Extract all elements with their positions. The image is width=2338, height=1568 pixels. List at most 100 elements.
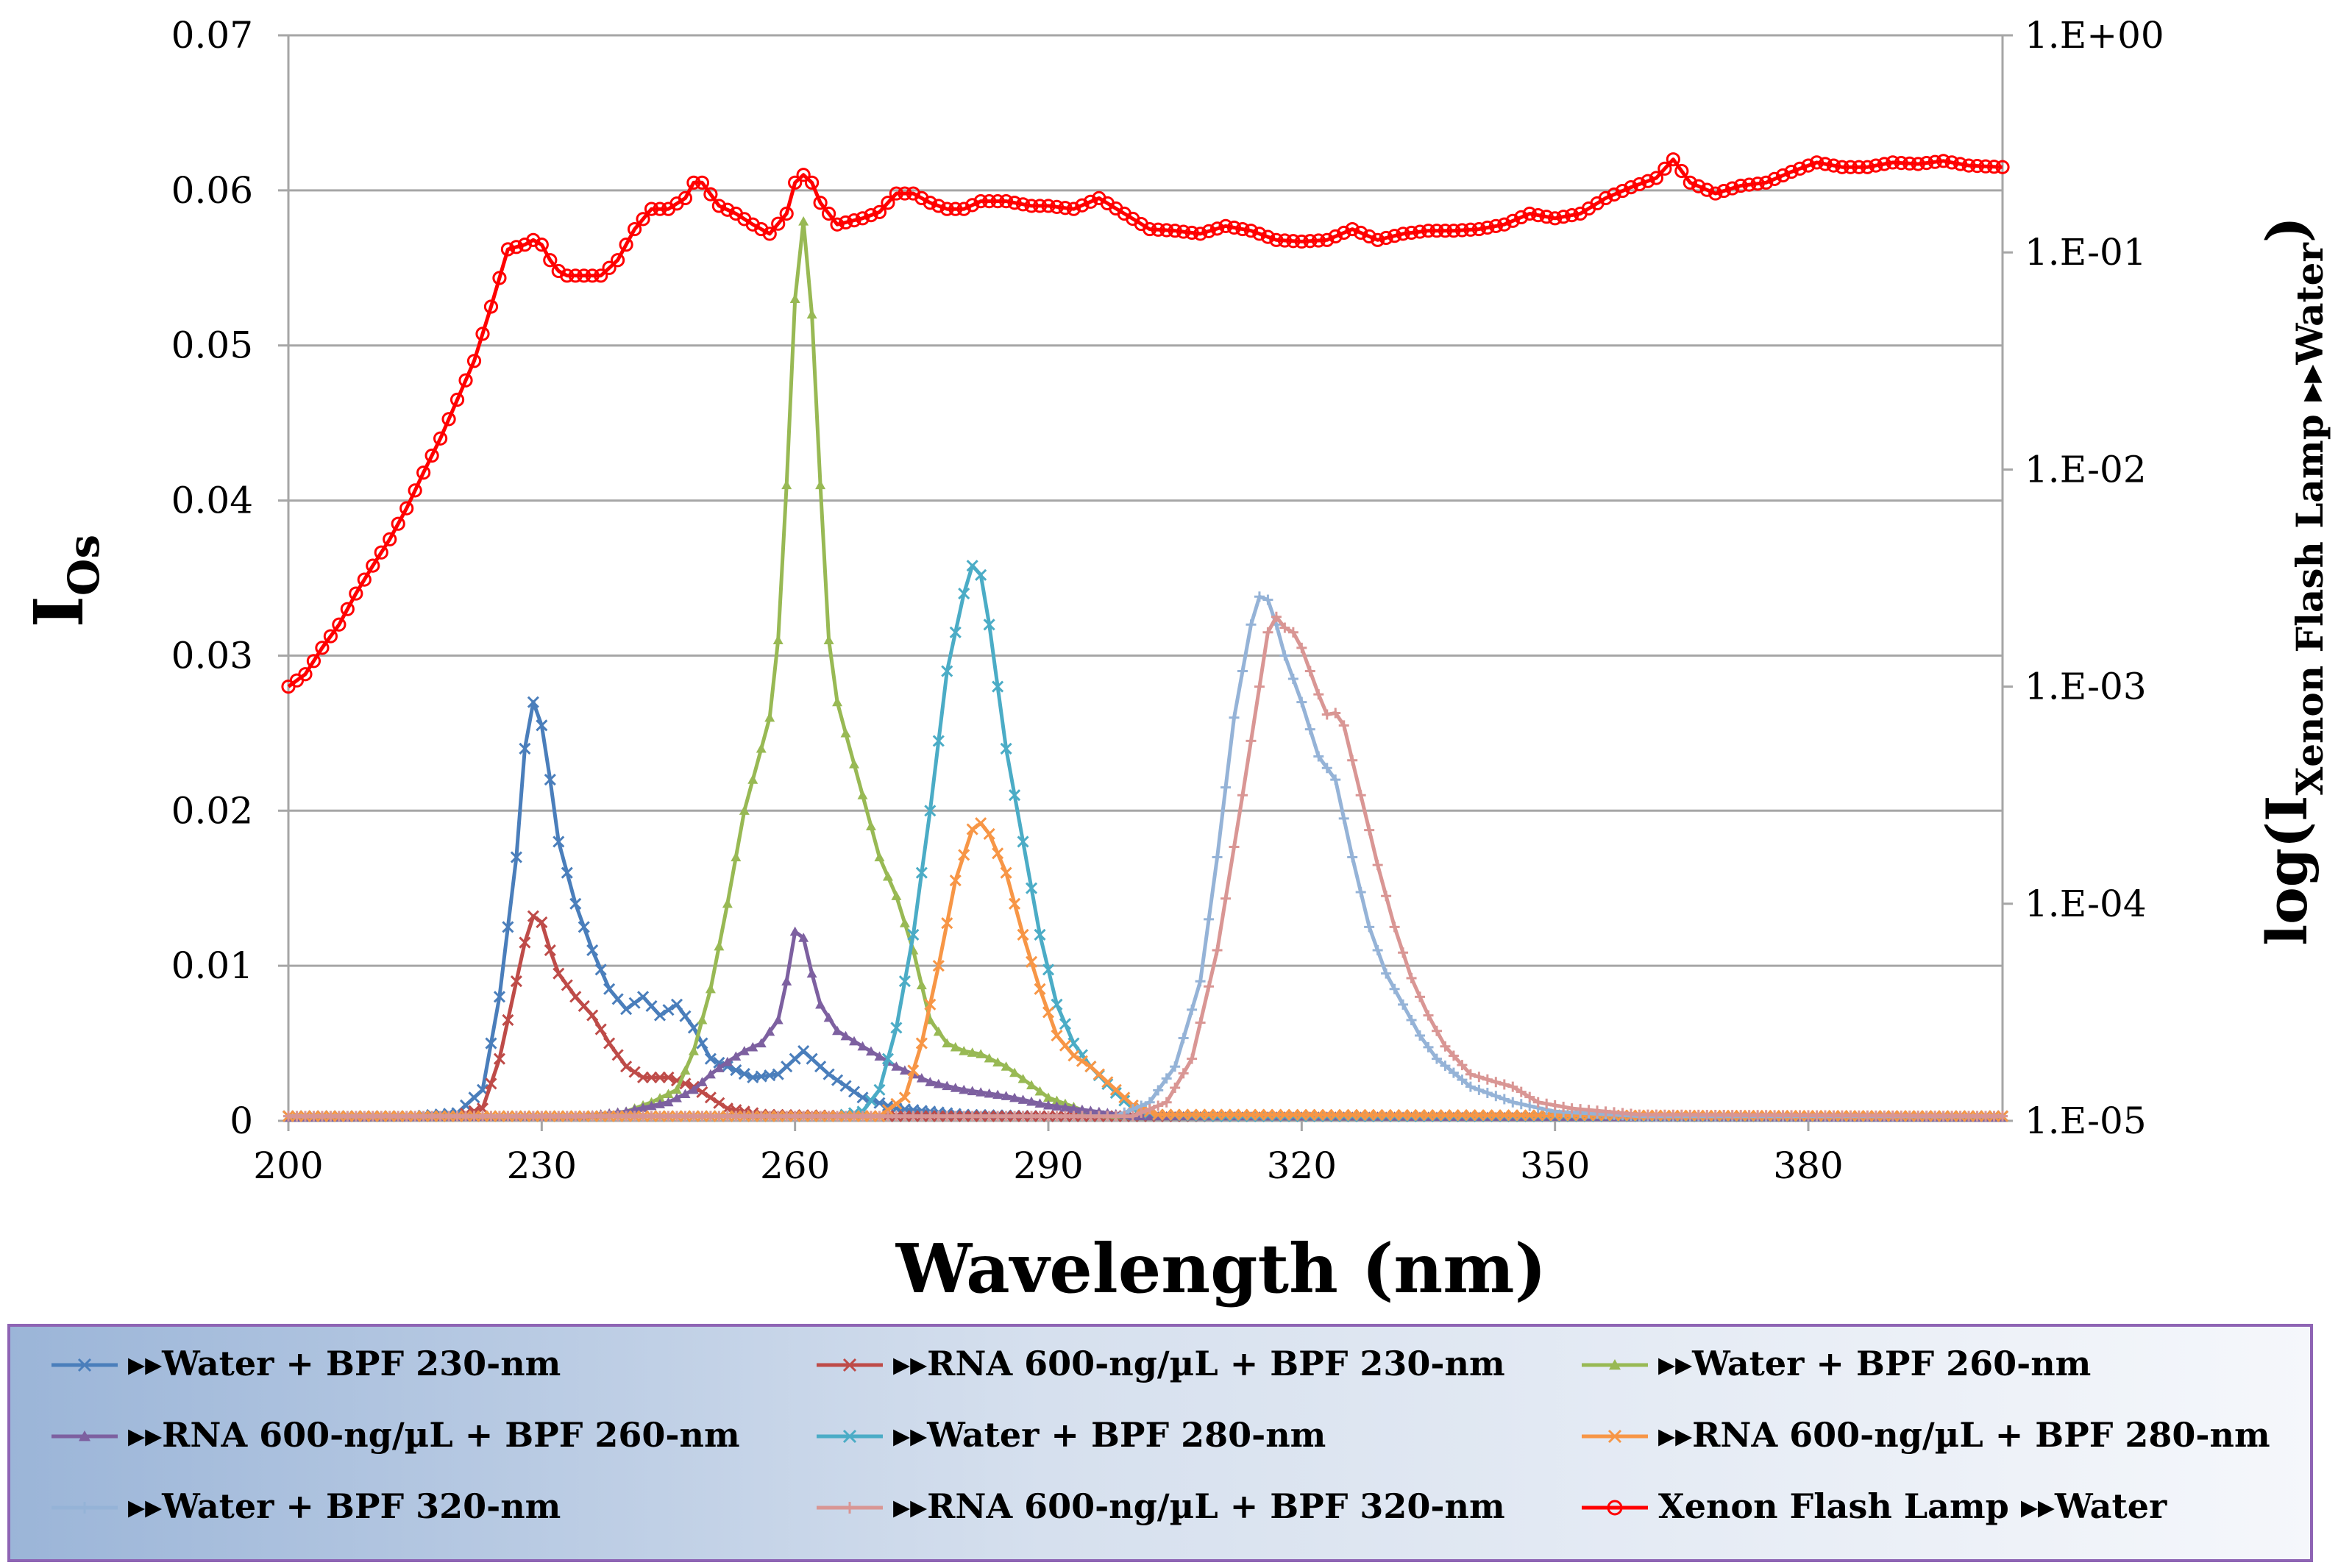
series-xenon-flash-lamp-water [281,152,2010,694]
data-point [1151,222,1165,237]
series-markers-rna-600-ng-l-bpf-280-nm [282,817,2009,1122]
data-point [849,1036,860,1046]
data-point [1699,182,1714,197]
data-point [1413,1109,1426,1122]
data-point [1034,1086,1045,1096]
data-point [942,1080,953,1091]
series-line-water-bpf-260-nm [288,219,2003,1120]
data-point [671,1093,682,1102]
axes [287,35,2004,1122]
legend-item-rna-600-ng-l-bpf-260-nm: ▸▸RNA 600-ng/µL + BPF 260-nm [51,1415,740,1455]
data-point [1995,160,2010,174]
data-point [806,309,817,319]
data-point [502,1013,514,1027]
data-point [1347,755,1358,766]
legend: ▸▸Water + BPF 230-nm ▸▸RNA 600-ng/µL + BP… [7,1324,2313,1562]
data-point [762,227,777,241]
data-point [1304,666,1315,677]
data-point [1742,177,1757,192]
data-point [738,1067,750,1080]
data-point [1877,157,1891,171]
data-point [679,1010,692,1022]
data-point [956,202,971,216]
data-point [941,917,953,930]
data-point [1161,1073,1172,1084]
data-point [1136,1107,1147,1118]
x-tick-label: 200 [253,1144,323,1187]
data-point [678,190,693,205]
data-point [1254,681,1265,692]
data-point [1026,1096,1037,1106]
x-tick-label: 320 [1267,1144,1337,1187]
data-point [1911,157,1925,171]
data-point [1354,225,1368,240]
data-point [1919,156,1934,171]
data-point [1624,180,1638,195]
data-point [966,560,978,572]
data-point [416,466,431,480]
series-rna-600-ng-l-bpf-280-nm [282,817,2009,1122]
data-point [1209,221,1225,236]
data-point [1252,227,1267,241]
data-point [298,667,313,682]
data-point [1170,1083,1181,1094]
data-point [1524,1100,1535,1111]
data-point [948,202,963,216]
legend-item-rna-600-ng-l-bpf-280-nm: ▸▸RNA 600-ng/µL + BPF 280-nm [1582,1415,2270,1455]
data-point [899,918,910,927]
data-point [1531,207,1546,223]
data-point [653,1071,667,1084]
data-point [1253,1108,1266,1121]
data-point [898,186,912,201]
data-point [1034,983,1046,995]
data-point [391,516,405,531]
data-point [1025,882,1038,894]
data-point [1017,835,1029,848]
series-line-water-bpf-320-nm [288,594,2003,1119]
data-point [510,975,522,988]
data-point [931,199,946,213]
data-point [1177,1108,1190,1121]
data-point [1001,1061,1012,1071]
data-point [1067,1037,1080,1050]
legend-label: ▸▸Water + BPF 260-nm [1658,1344,2091,1383]
y2-axis-ticks: 1.E+00 1.E-01 1.E-02 1.E-03 1.E-04 1.E-05 [2003,14,2164,1142]
data-point [739,805,750,815]
data-point [1277,233,1292,248]
data-point [1784,164,1799,179]
data-point [543,253,558,268]
data-point [1313,689,1324,700]
data-point [1287,627,1298,638]
data-point [620,1061,633,1073]
data-point [1303,234,1318,249]
data-point [731,1051,742,1061]
data-point [731,852,742,862]
data-point [536,719,548,732]
data-point [789,926,800,936]
x-tick-label: 260 [760,1144,830,1187]
y2-tick-label: 1.E-03 [2025,666,2147,708]
data-point [493,1052,506,1065]
legend-swatch-marker [844,1502,856,1514]
data-point [366,558,380,573]
data-point [1969,159,1985,174]
data-point [1725,181,1740,196]
data-point [1481,1109,1493,1122]
data-point [916,980,927,990]
data-point [705,1069,716,1079]
legend-swatch-marker [77,1358,92,1372]
data-point [796,168,811,182]
data-point [756,743,767,753]
data-point [1632,177,1647,192]
series-water-bpf-280-nm [282,560,2009,1122]
data-point [831,1074,844,1086]
data-point [949,874,962,887]
legend-swatch-marker [842,1429,857,1444]
data-point [1260,229,1276,244]
data-point [959,1046,970,1055]
data-point [703,187,718,202]
data-point [1328,229,1343,244]
data-point [653,1009,667,1022]
data-point [1516,1086,1527,1097]
